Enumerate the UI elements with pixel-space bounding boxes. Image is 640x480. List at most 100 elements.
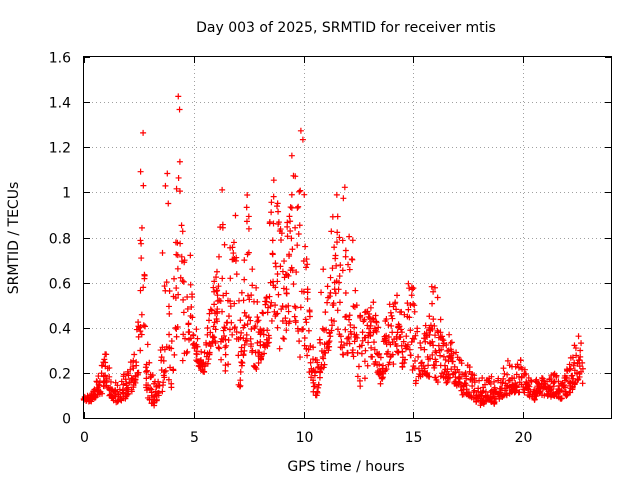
x-tick-label: 5 — [190, 430, 199, 446]
data-point — [519, 366, 526, 373]
data-point — [221, 325, 228, 332]
data-point — [326, 293, 333, 300]
data-point — [241, 276, 248, 283]
data-point — [447, 340, 454, 347]
data-point — [107, 378, 114, 385]
data-point — [370, 299, 377, 306]
data-point — [569, 384, 576, 391]
data-point — [550, 383, 557, 390]
data-point — [184, 305, 191, 312]
data-point — [173, 333, 180, 340]
data-point — [327, 274, 334, 281]
x-tick-label: 20 — [515, 430, 533, 446]
data-point — [307, 342, 314, 349]
data-point — [375, 324, 382, 331]
data-point — [155, 389, 162, 396]
data-point — [277, 263, 284, 270]
data-point — [142, 323, 149, 330]
data-point — [135, 369, 142, 376]
data-point — [504, 371, 511, 378]
data-point — [404, 300, 411, 307]
data-point — [531, 396, 538, 403]
data-point — [292, 304, 299, 311]
data-point — [144, 382, 151, 389]
data-point — [324, 299, 331, 306]
data-point — [341, 184, 348, 191]
data-point — [411, 365, 418, 372]
data-point — [292, 173, 299, 180]
data-point — [448, 339, 455, 346]
data-point — [444, 378, 451, 385]
data-point — [389, 339, 396, 346]
data-point — [165, 303, 172, 310]
data-point — [283, 290, 290, 297]
data-point — [443, 379, 450, 386]
data-point — [315, 381, 322, 388]
data-point — [172, 295, 179, 302]
data-point — [377, 354, 384, 361]
data-point — [311, 383, 318, 390]
data-point — [357, 383, 364, 390]
data-point — [339, 267, 346, 274]
x-tick-label: 10 — [296, 430, 314, 446]
data-point — [222, 336, 229, 343]
data-point — [369, 315, 376, 322]
data-point — [401, 356, 408, 363]
data-point — [571, 342, 578, 349]
data-point — [296, 338, 303, 345]
data-point — [119, 387, 126, 394]
data-point — [178, 253, 185, 260]
data-point — [287, 218, 294, 225]
data-point — [268, 199, 275, 206]
data-point — [338, 339, 345, 346]
data-point — [398, 329, 405, 336]
data-point — [407, 327, 414, 334]
data-point — [458, 360, 465, 367]
data-point — [481, 398, 488, 405]
data-point — [302, 243, 309, 250]
data-point — [361, 375, 368, 382]
data-point — [275, 208, 282, 215]
data-point — [243, 337, 250, 344]
data-point — [560, 383, 567, 390]
data-point — [257, 338, 264, 345]
data-point — [204, 360, 211, 367]
data-point — [103, 351, 110, 358]
data-point — [133, 362, 140, 369]
data-point — [411, 357, 418, 364]
data-point — [448, 366, 455, 373]
data-point — [274, 310, 281, 317]
data-point — [433, 358, 440, 365]
data-point — [401, 359, 408, 366]
data-point — [361, 358, 368, 365]
data-point — [177, 274, 184, 281]
data-point — [247, 317, 254, 324]
data-point — [241, 257, 248, 264]
data-point — [295, 231, 302, 238]
data-point — [426, 313, 433, 320]
data-point — [187, 252, 194, 259]
data-point — [569, 372, 576, 379]
data-point — [225, 361, 232, 368]
data-point — [140, 129, 147, 136]
data-point — [511, 375, 518, 382]
data-point — [213, 268, 220, 275]
data-point — [204, 325, 211, 332]
data-point — [221, 324, 228, 331]
data-point — [138, 224, 145, 231]
data-point — [310, 344, 317, 351]
data-point — [517, 357, 524, 364]
data-point — [304, 289, 311, 296]
data-point — [137, 237, 144, 244]
data-point — [243, 331, 250, 338]
data-point — [334, 229, 341, 236]
data-point — [400, 338, 407, 345]
data-point — [206, 317, 213, 324]
data-point — [463, 375, 470, 382]
data-point — [176, 106, 183, 113]
data-point — [473, 398, 480, 405]
data-point — [297, 127, 304, 134]
data-point — [380, 370, 387, 377]
data-point — [174, 265, 181, 272]
data-point — [107, 391, 114, 398]
